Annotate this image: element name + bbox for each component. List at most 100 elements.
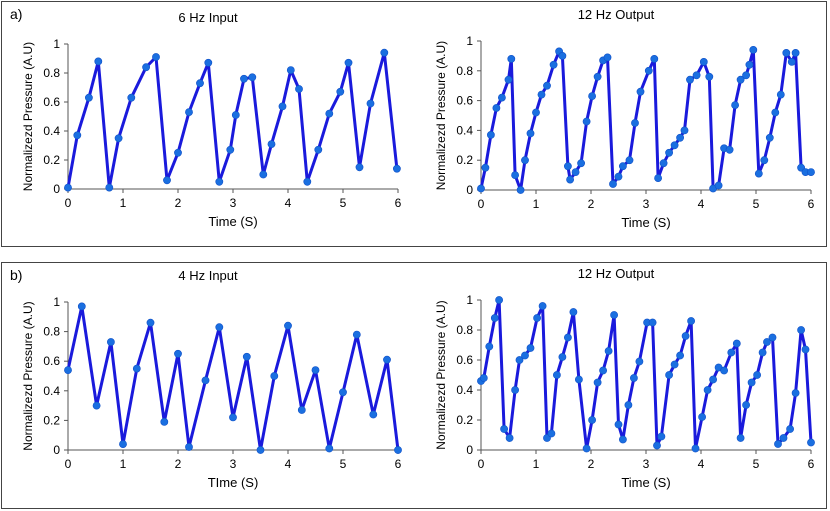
x-tick-label: 6 (808, 197, 815, 211)
data-point (77, 302, 86, 311)
data-point (201, 376, 210, 385)
y-tick-label: 1 (466, 293, 473, 307)
data-point (650, 55, 659, 63)
data-point (303, 177, 312, 186)
x-tick-label: 0 (478, 457, 485, 471)
x-tick-label: 3 (230, 196, 237, 210)
data-point (593, 72, 602, 81)
data-point (105, 183, 114, 192)
data-point (736, 75, 745, 84)
chart-title: 12 Hz Output (578, 7, 655, 22)
panel-a: a) (1, 1, 827, 247)
data-point (610, 311, 618, 319)
data-point (624, 401, 633, 409)
data-point (481, 163, 490, 172)
data-point (588, 416, 596, 424)
data-point (644, 66, 653, 75)
data-point (479, 374, 488, 382)
data-point (558, 52, 567, 60)
y-tick-label: 0 (53, 443, 60, 457)
data-point (355, 163, 364, 172)
data-point (765, 133, 774, 142)
data-point (749, 46, 758, 54)
data-point (648, 318, 657, 327)
y-tick-label: 0.6 (43, 354, 60, 368)
data-point (295, 85, 303, 93)
chart-1: 6 Hz Input 0 0.2 0.4 0.6 0.8 1 0 1 2 3 4 5 6 Time (S) N… (21, 10, 402, 229)
data-point (521, 351, 529, 360)
y-tick-label: 0 (53, 182, 60, 196)
data-point (625, 156, 634, 165)
data-point (619, 435, 627, 444)
chart-title: 12 Hz Output (578, 266, 655, 281)
data-point (599, 366, 607, 375)
data-point (366, 99, 375, 108)
x-tick-label: 0 (65, 196, 72, 210)
y-tick-label: 1 (53, 37, 60, 51)
data-point (547, 429, 556, 438)
data-point (500, 425, 508, 433)
data-point (392, 164, 401, 173)
x-tick-label: 3 (230, 457, 237, 471)
x-tick-label: 1 (120, 196, 127, 210)
data-point (369, 410, 378, 419)
chart-title: 4 Hz Input (178, 268, 238, 283)
data-point (635, 357, 644, 366)
data-point (763, 338, 771, 346)
data-point (742, 71, 750, 80)
data-point (753, 371, 761, 379)
chart-title: 6 Hz Input (178, 10, 238, 25)
data-point (631, 119, 639, 127)
data-point (511, 386, 519, 394)
panel-label-a: a) (10, 6, 23, 22)
x-tick-label: 2 (175, 457, 182, 471)
data-point (582, 444, 591, 453)
data-point (614, 420, 623, 429)
data-point (670, 141, 679, 150)
data-point (566, 175, 574, 184)
data-point (495, 296, 503, 304)
data-point (801, 345, 810, 354)
data-point (665, 148, 673, 157)
data-point (114, 134, 123, 143)
x-tick-label: 3 (643, 197, 650, 211)
data-point (507, 55, 516, 63)
y-tick-label: 0.8 (456, 323, 473, 337)
data-point (768, 333, 777, 342)
data-point (311, 366, 320, 374)
y-tick-label: 0.2 (456, 153, 473, 167)
y-tick-label: 0.2 (456, 413, 473, 427)
x-tick-label: 3 (643, 457, 650, 471)
data-point (727, 348, 736, 357)
data-point (537, 90, 546, 99)
y-tick-label: 1 (466, 34, 473, 48)
y-tick-label: 0.8 (456, 64, 473, 78)
panel-label-b: b) (10, 267, 23, 283)
x-tick-label: 5 (340, 196, 347, 210)
data-point (380, 48, 389, 57)
data-point (653, 441, 661, 450)
data-point (339, 388, 347, 397)
data-point (665, 371, 673, 379)
data-point (325, 444, 334, 453)
y-tick-label: 0.2 (43, 153, 60, 167)
data-point (687, 317, 695, 325)
x-tick-label: 5 (753, 197, 760, 211)
data-point (284, 321, 292, 330)
data-point (526, 129, 535, 138)
data-point (533, 314, 541, 322)
data-point (64, 183, 72, 192)
data-point (511, 171, 519, 179)
data-point (758, 348, 767, 357)
data-point (505, 434, 514, 442)
y-tick-label: 0.6 (43, 95, 60, 109)
y-axis-label: Normalizezd Pressure (A.U) (434, 41, 448, 190)
data-point (352, 330, 361, 339)
y-tick-label: 0.8 (43, 325, 60, 339)
data-point (553, 371, 561, 379)
data-point (515, 356, 524, 364)
data-point (564, 333, 572, 342)
data-point (692, 71, 701, 80)
y-tick-label: 0.6 (456, 94, 473, 108)
data-point (593, 378, 602, 387)
